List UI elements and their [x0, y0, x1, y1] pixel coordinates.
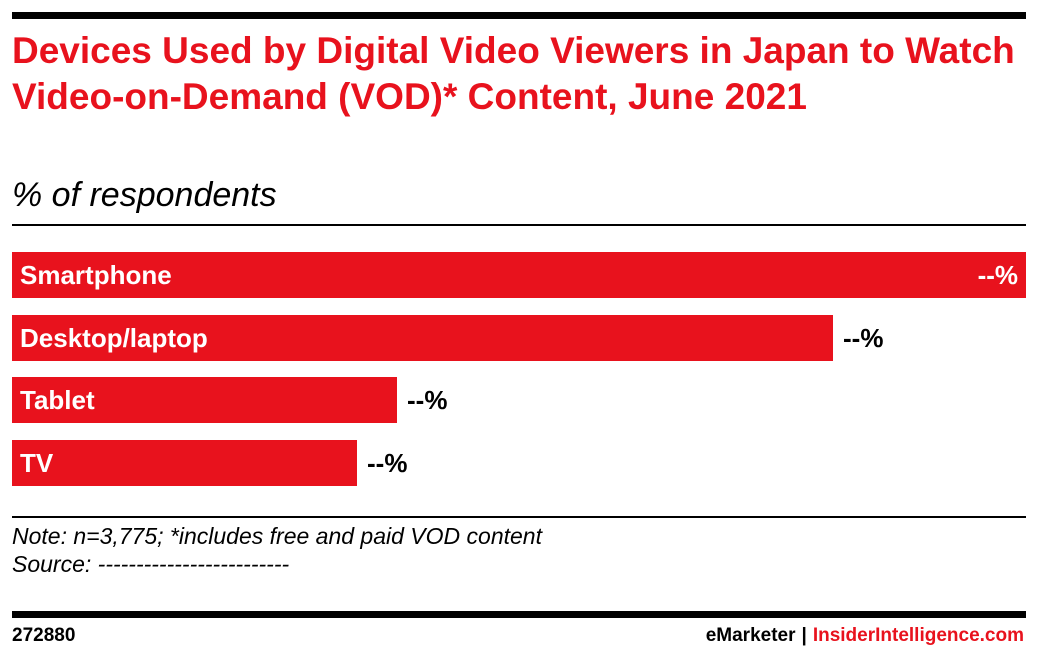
bar-smartphone: Smartphone [12, 252, 1026, 298]
bar-tablet: Tablet [12, 377, 397, 423]
chart-title: Devices Used by Digital Video Viewers in… [12, 30, 1015, 117]
bar-tv: TV [12, 440, 357, 486]
brand-separator: | [801, 625, 807, 646]
chart-subtitle: % of respondents [12, 176, 277, 214]
bar-label: Tablet [20, 385, 95, 415]
chart-id: 272880 [12, 625, 76, 646]
bar-value-label: --% [407, 385, 448, 415]
note-text: Note: n=3,775; *includes free and paid V… [12, 523, 542, 549]
bottom-rule [12, 611, 1026, 618]
source-text: Source: ------------------------- [12, 551, 290, 577]
bar-label: Desktop/laptop [20, 323, 208, 353]
bar-chart: Smartphone --% Desktop/laptop --% Tablet --% T… [12, 252, 1026, 492]
brand-emarketer: eMarketer [705, 625, 796, 646]
bar-value-label: --% [367, 448, 408, 478]
bar-value-label: --% [977, 260, 1018, 290]
bar-desktop-laptop: Desktop/laptop [12, 315, 833, 361]
note-rule [12, 516, 1026, 518]
brand-insider-intelligence[interactable]: InsiderIntelligence.com [812, 625, 1024, 646]
bar-value-label: --% [843, 323, 884, 353]
footer-brand: eMarketer | InsiderIntelligence.com [706, 624, 1024, 648]
bar-label: TV [20, 448, 54, 478]
header-rule [12, 224, 1026, 226]
chart-notes: Note: n=3,775; *includes free and paid V… [12, 522, 542, 578]
top-rule [12, 12, 1026, 19]
bar-label: Smartphone [20, 260, 172, 290]
